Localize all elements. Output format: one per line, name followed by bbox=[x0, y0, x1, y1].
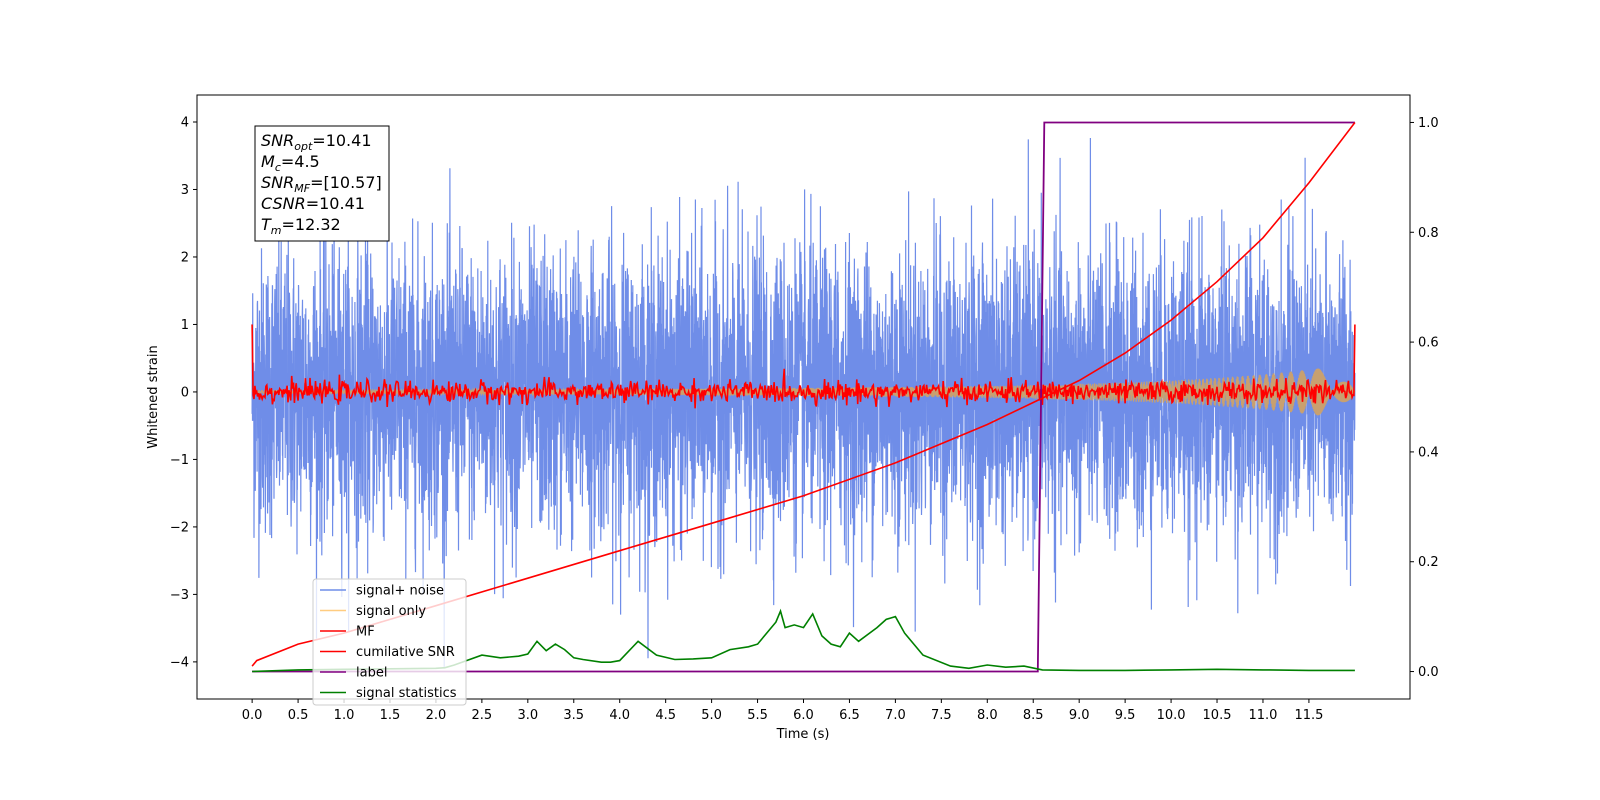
y-tick-label-right: 1.0 bbox=[1418, 116, 1439, 131]
x-tick-label: 11.0 bbox=[1248, 708, 1277, 723]
annotation-line: Mc=4.5 bbox=[261, 152, 320, 174]
series-signal-noise bbox=[251, 137, 1356, 669]
x-axis: 0.0 0.5 1.0 1.5 2.0 2.5 3.0 3.5 4.0 4.5 5.0 5.5 6.0 6… bbox=[242, 699, 1323, 723]
x-tick-label: 8.5 bbox=[1023, 708, 1044, 723]
series-label bbox=[252, 121, 1355, 673]
y-tick-label-right: 0.6 bbox=[1418, 336, 1439, 351]
x-tick-label: 1.5 bbox=[380, 708, 401, 723]
x-tick-label: 10.5 bbox=[1203, 708, 1232, 723]
x-axis-label: Time (s) bbox=[776, 727, 830, 742]
annotation-line: SNRMF=[10.57] bbox=[261, 173, 382, 195]
y-tick-label-left: 3 bbox=[181, 183, 189, 198]
legend-frame bbox=[312, 578, 467, 706]
x-tick-label: 4.5 bbox=[655, 708, 676, 723]
x-tick-label: 3.5 bbox=[563, 708, 584, 723]
y-tick-label-left: −3 bbox=[170, 588, 189, 603]
annotation-line: CSNR=10.41 bbox=[261, 194, 365, 213]
x-tick-label: 7.5 bbox=[931, 708, 952, 723]
legend: signal+ noise signal only MF cumilative SNR… bbox=[312, 578, 467, 706]
y-tick-label-right: 0.2 bbox=[1418, 555, 1439, 570]
y-tick-label-left: −1 bbox=[170, 453, 189, 468]
legend-entry: signal statistics bbox=[356, 686, 457, 701]
y-axis-left: −4 −3 −2 −1 0 1 2 3 4 bbox=[170, 115, 197, 670]
y-tick-label-left: 4 bbox=[181, 115, 189, 130]
y-tick-label-left: −4 bbox=[170, 655, 189, 670]
series-mf bbox=[251, 324, 1356, 409]
x-tick-label: 5.5 bbox=[747, 708, 768, 723]
y-tick-label-left: −2 bbox=[170, 520, 189, 535]
x-tick-label: 6.0 bbox=[793, 708, 814, 723]
x-tick-label: 2.0 bbox=[426, 708, 447, 723]
legend-entry: label bbox=[356, 666, 387, 681]
annotation-line: Tm=12.32 bbox=[261, 215, 341, 237]
x-tick-label: 5.0 bbox=[701, 708, 722, 723]
stats-annotation-box: SNRopt=10.41Mc=4.5SNRMF=[10.57]CSNR=10.4… bbox=[254, 125, 390, 242]
x-tick-label: 6.5 bbox=[839, 708, 860, 723]
y-axis-label: Whitened strain bbox=[146, 345, 161, 448]
x-tick-label: 0.5 bbox=[288, 708, 309, 723]
annotation-frame bbox=[254, 125, 390, 242]
series-signal-statistics bbox=[252, 608, 1355, 673]
x-tick-label: 3.0 bbox=[517, 708, 538, 723]
legend-entry: signal+ noise bbox=[356, 584, 444, 599]
x-tick-label: 10.0 bbox=[1157, 708, 1186, 723]
y-tick-label-left: 2 bbox=[181, 250, 189, 265]
x-tick-label: 7.0 bbox=[885, 708, 906, 723]
x-tick-label: 0.0 bbox=[242, 708, 263, 723]
y-tick-label-right: 0.8 bbox=[1418, 226, 1439, 241]
x-tick-label: 1.0 bbox=[334, 708, 355, 723]
x-tick-label: 4.0 bbox=[609, 708, 630, 723]
x-tick-label: 9.5 bbox=[1115, 708, 1136, 723]
y-tick-label-right: 0.4 bbox=[1418, 445, 1439, 460]
x-tick-label: 2.5 bbox=[472, 708, 493, 723]
x-tick-label: 11.5 bbox=[1294, 708, 1323, 723]
legend-entry: signal only bbox=[356, 604, 426, 619]
y-tick-label-right: 0.0 bbox=[1418, 665, 1439, 680]
annotation-line: SNRopt=10.41 bbox=[261, 131, 372, 153]
legend-entry: MF bbox=[356, 625, 375, 640]
y-axis-right: 0.0 0.2 0.4 0.6 0.8 1.0 bbox=[1410, 116, 1439, 680]
x-tick-label: 8.0 bbox=[977, 708, 998, 723]
y-tick-label-left: 0 bbox=[181, 385, 189, 400]
legend-entry: cumilative SNR bbox=[356, 645, 455, 660]
x-tick-label: 9.0 bbox=[1069, 708, 1090, 723]
y-tick-label-left: 1 bbox=[181, 318, 189, 333]
